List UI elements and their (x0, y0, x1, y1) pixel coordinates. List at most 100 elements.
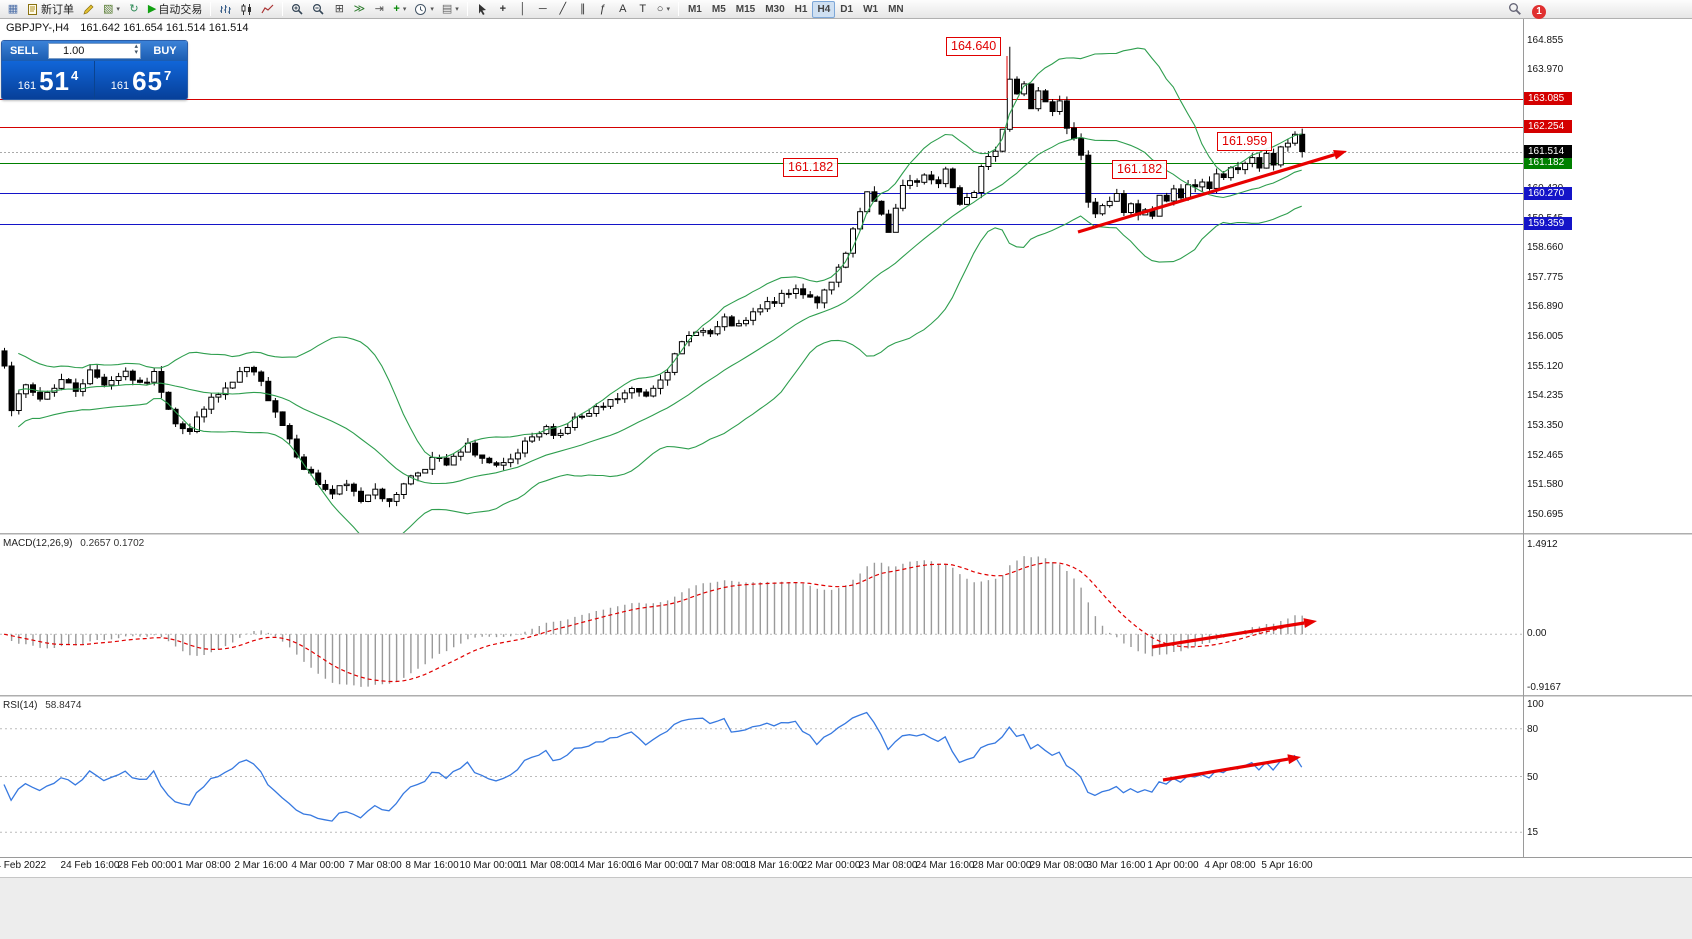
vertical-line-icon: │ (519, 2, 527, 15)
volume-input[interactable]: 1.00 ▴ ▾ (48, 43, 141, 59)
shapes-button[interactable]: ○ ▾ (653, 1, 674, 18)
price-tick-label: 164.855 (1527, 35, 1564, 46)
price-tag: 162.254 (1524, 120, 1572, 133)
timeframe-h1-button[interactable]: H1 (794, 3, 808, 15)
macd-panel-canvas[interactable] (0, 535, 1523, 695)
price-axis-border (1523, 19, 1524, 857)
price-tick-label: 158.660 (1527, 242, 1564, 253)
macd-axis-label: 0.00 (1527, 628, 1547, 639)
trendline-button[interactable]: ╱ (553, 1, 573, 18)
bars-chart-button[interactable] (215, 1, 236, 18)
templates-icon: ▤ (441, 2, 453, 15)
bars-chart-icon (219, 3, 232, 16)
price-annotation[interactable]: 164.640 (946, 37, 1002, 56)
volume-spinner[interactable]: ▴ ▾ (134, 43, 138, 56)
periods-dropdown-icon[interactable]: ▾ (430, 6, 434, 13)
new-chart-button[interactable]: ▦ (3, 1, 23, 18)
price-annotation[interactable]: 161.182 (783, 158, 839, 177)
cursor-icon (476, 3, 489, 16)
new-chart-icon: ▦ (7, 2, 19, 15)
time-axis-label: 29 Mar 08:00 (1029, 860, 1089, 871)
crosshair-button[interactable]: + (493, 1, 513, 18)
indicators-button[interactable]: + ▾ (389, 1, 410, 18)
macd-name: MACD(12,26,9) (3, 538, 73, 549)
timeframe-h4-button[interactable]: H4 (812, 0, 836, 18)
price-annotation[interactable]: 161.182 (1112, 160, 1168, 179)
line-chart-button[interactable] (257, 1, 278, 18)
periods-button[interactable]: ▾ (410, 1, 438, 18)
timeframe-d1-button[interactable]: D1 (840, 3, 854, 15)
shapes-dropdown-icon[interactable]: ▾ (666, 6, 670, 13)
trade-panel-header-row: SELL 1.00 ▴ ▾ BUY (2, 41, 187, 61)
indicators-dropdown-icon[interactable]: ▾ (402, 6, 407, 13)
zoom-out-button[interactable] (308, 1, 329, 18)
equidistant-channel-button[interactable]: ∥ (573, 1, 593, 18)
profiles-dropdown-icon[interactable]: ▾ (116, 6, 120, 13)
timeframe-m5-button[interactable]: M5 (711, 3, 726, 15)
auto-scroll-button[interactable]: ≫ (349, 1, 369, 18)
time-axis-label: 2 Mar 16:00 (234, 860, 288, 871)
time-axis-label: 1 Mar 08:00 (177, 860, 231, 871)
vertical-line-button[interactable]: │ (513, 1, 533, 18)
templates-dropdown-icon[interactable]: ▾ (455, 6, 459, 13)
main-chart-canvas[interactable] (0, 19, 1523, 533)
volume-value: 1.00 (63, 45, 85, 57)
new-order-button[interactable]: 新订单 (23, 1, 78, 18)
search-icon[interactable] (1508, 2, 1522, 21)
rsi-name: RSI(14) (3, 700, 38, 711)
chart-shift-button[interactable]: ⇥ (369, 1, 389, 18)
fibonacci-button[interactable]: ƒ (593, 1, 613, 18)
text-icon: A (619, 2, 627, 15)
candlestick-chart-button[interactable] (236, 1, 257, 18)
toolbar-separator (466, 2, 468, 16)
panel-separator[interactable] (0, 533, 1692, 535)
rsi-line (3, 711, 1303, 822)
horizontal-line-icon: ─ (538, 2, 547, 15)
price-tick-label: 155.120 (1527, 361, 1564, 372)
cursor-button[interactable] (472, 1, 493, 18)
time-axis-label: 30 Mar 16:00 (1086, 860, 1146, 871)
timeframe-m15-button[interactable]: M15 (735, 3, 756, 15)
price-tick-label: 156.005 (1527, 331, 1564, 342)
metaeditor-button[interactable] (78, 1, 99, 18)
price-tick-label: 154.235 (1527, 390, 1564, 401)
toolbar: ▦ 新订单 ▧ ▾ ↻ ▶ 自动交易 ⊞ ≫ ⇥ + ▾ ▾ ▤ ▾ + │ ─ ╱ ∥ ƒ A T ○ ▾ M1 M5 M15 M30… (0, 0, 1692, 19)
rsi-indicator-label: RSI(14) 58.8474 (3, 700, 81, 711)
status-bar (0, 877, 1692, 939)
horizontal-line-button[interactable]: ─ (533, 1, 553, 18)
time-axis-label: 24 Mar 16:00 (915, 860, 975, 871)
chart-shift-icon: ⇥ (374, 2, 384, 15)
buy-button[interactable]: 161 65 7 (95, 61, 187, 99)
timeframe-w1-button[interactable]: W1 (863, 3, 879, 15)
templates-button[interactable]: ▤ ▾ (438, 1, 463, 18)
buy-label[interactable]: BUY (153, 45, 177, 57)
chart-ohlc-header: GBPJPY-,H4 161.642 161.654 161.514 161.5… (6, 22, 248, 34)
tile-windows-icon: ⊞ (334, 2, 344, 15)
panel-separator[interactable] (0, 695, 1692, 697)
price-tag: 163.085 (1524, 92, 1572, 105)
macd-axis-label: 1.4912 (1527, 539, 1558, 550)
timeframe-m1-button[interactable]: M1 (687, 3, 702, 15)
refresh-button[interactable]: ↻ (124, 1, 144, 18)
timeframe-m30-button[interactable]: M30 (765, 3, 785, 15)
autotrading-button[interactable]: ▶ 自动交易 (144, 1, 206, 18)
equidistant-channel-icon: ∥ (580, 2, 586, 15)
shapes-icon: ○ (656, 2, 664, 15)
bear-candles (1, 78, 1306, 502)
timeframe-mn-button[interactable]: MN (888, 3, 904, 15)
text-label-button[interactable]: T (633, 1, 653, 18)
profiles-button[interactable]: ▧ ▾ (99, 1, 124, 18)
periods-icon (414, 3, 427, 16)
zoom-in-button[interactable] (287, 1, 308, 18)
rsi-panel-canvas[interactable] (0, 697, 1523, 856)
notification-badge[interactable]: 1 (1532, 4, 1546, 19)
profiles-icon: ▧ (103, 2, 114, 15)
time-axis-label: 24 Feb 2022 (0, 860, 47, 871)
price-annotation[interactable]: 161.959 (1217, 132, 1273, 151)
tile-windows-button[interactable]: ⊞ (329, 1, 349, 18)
text-button[interactable]: A (613, 1, 633, 18)
sell-button[interactable]: 161 51 4 (2, 61, 94, 99)
time-axis[interactable] (0, 858, 1692, 877)
sell-label[interactable]: SELL (9, 45, 39, 57)
